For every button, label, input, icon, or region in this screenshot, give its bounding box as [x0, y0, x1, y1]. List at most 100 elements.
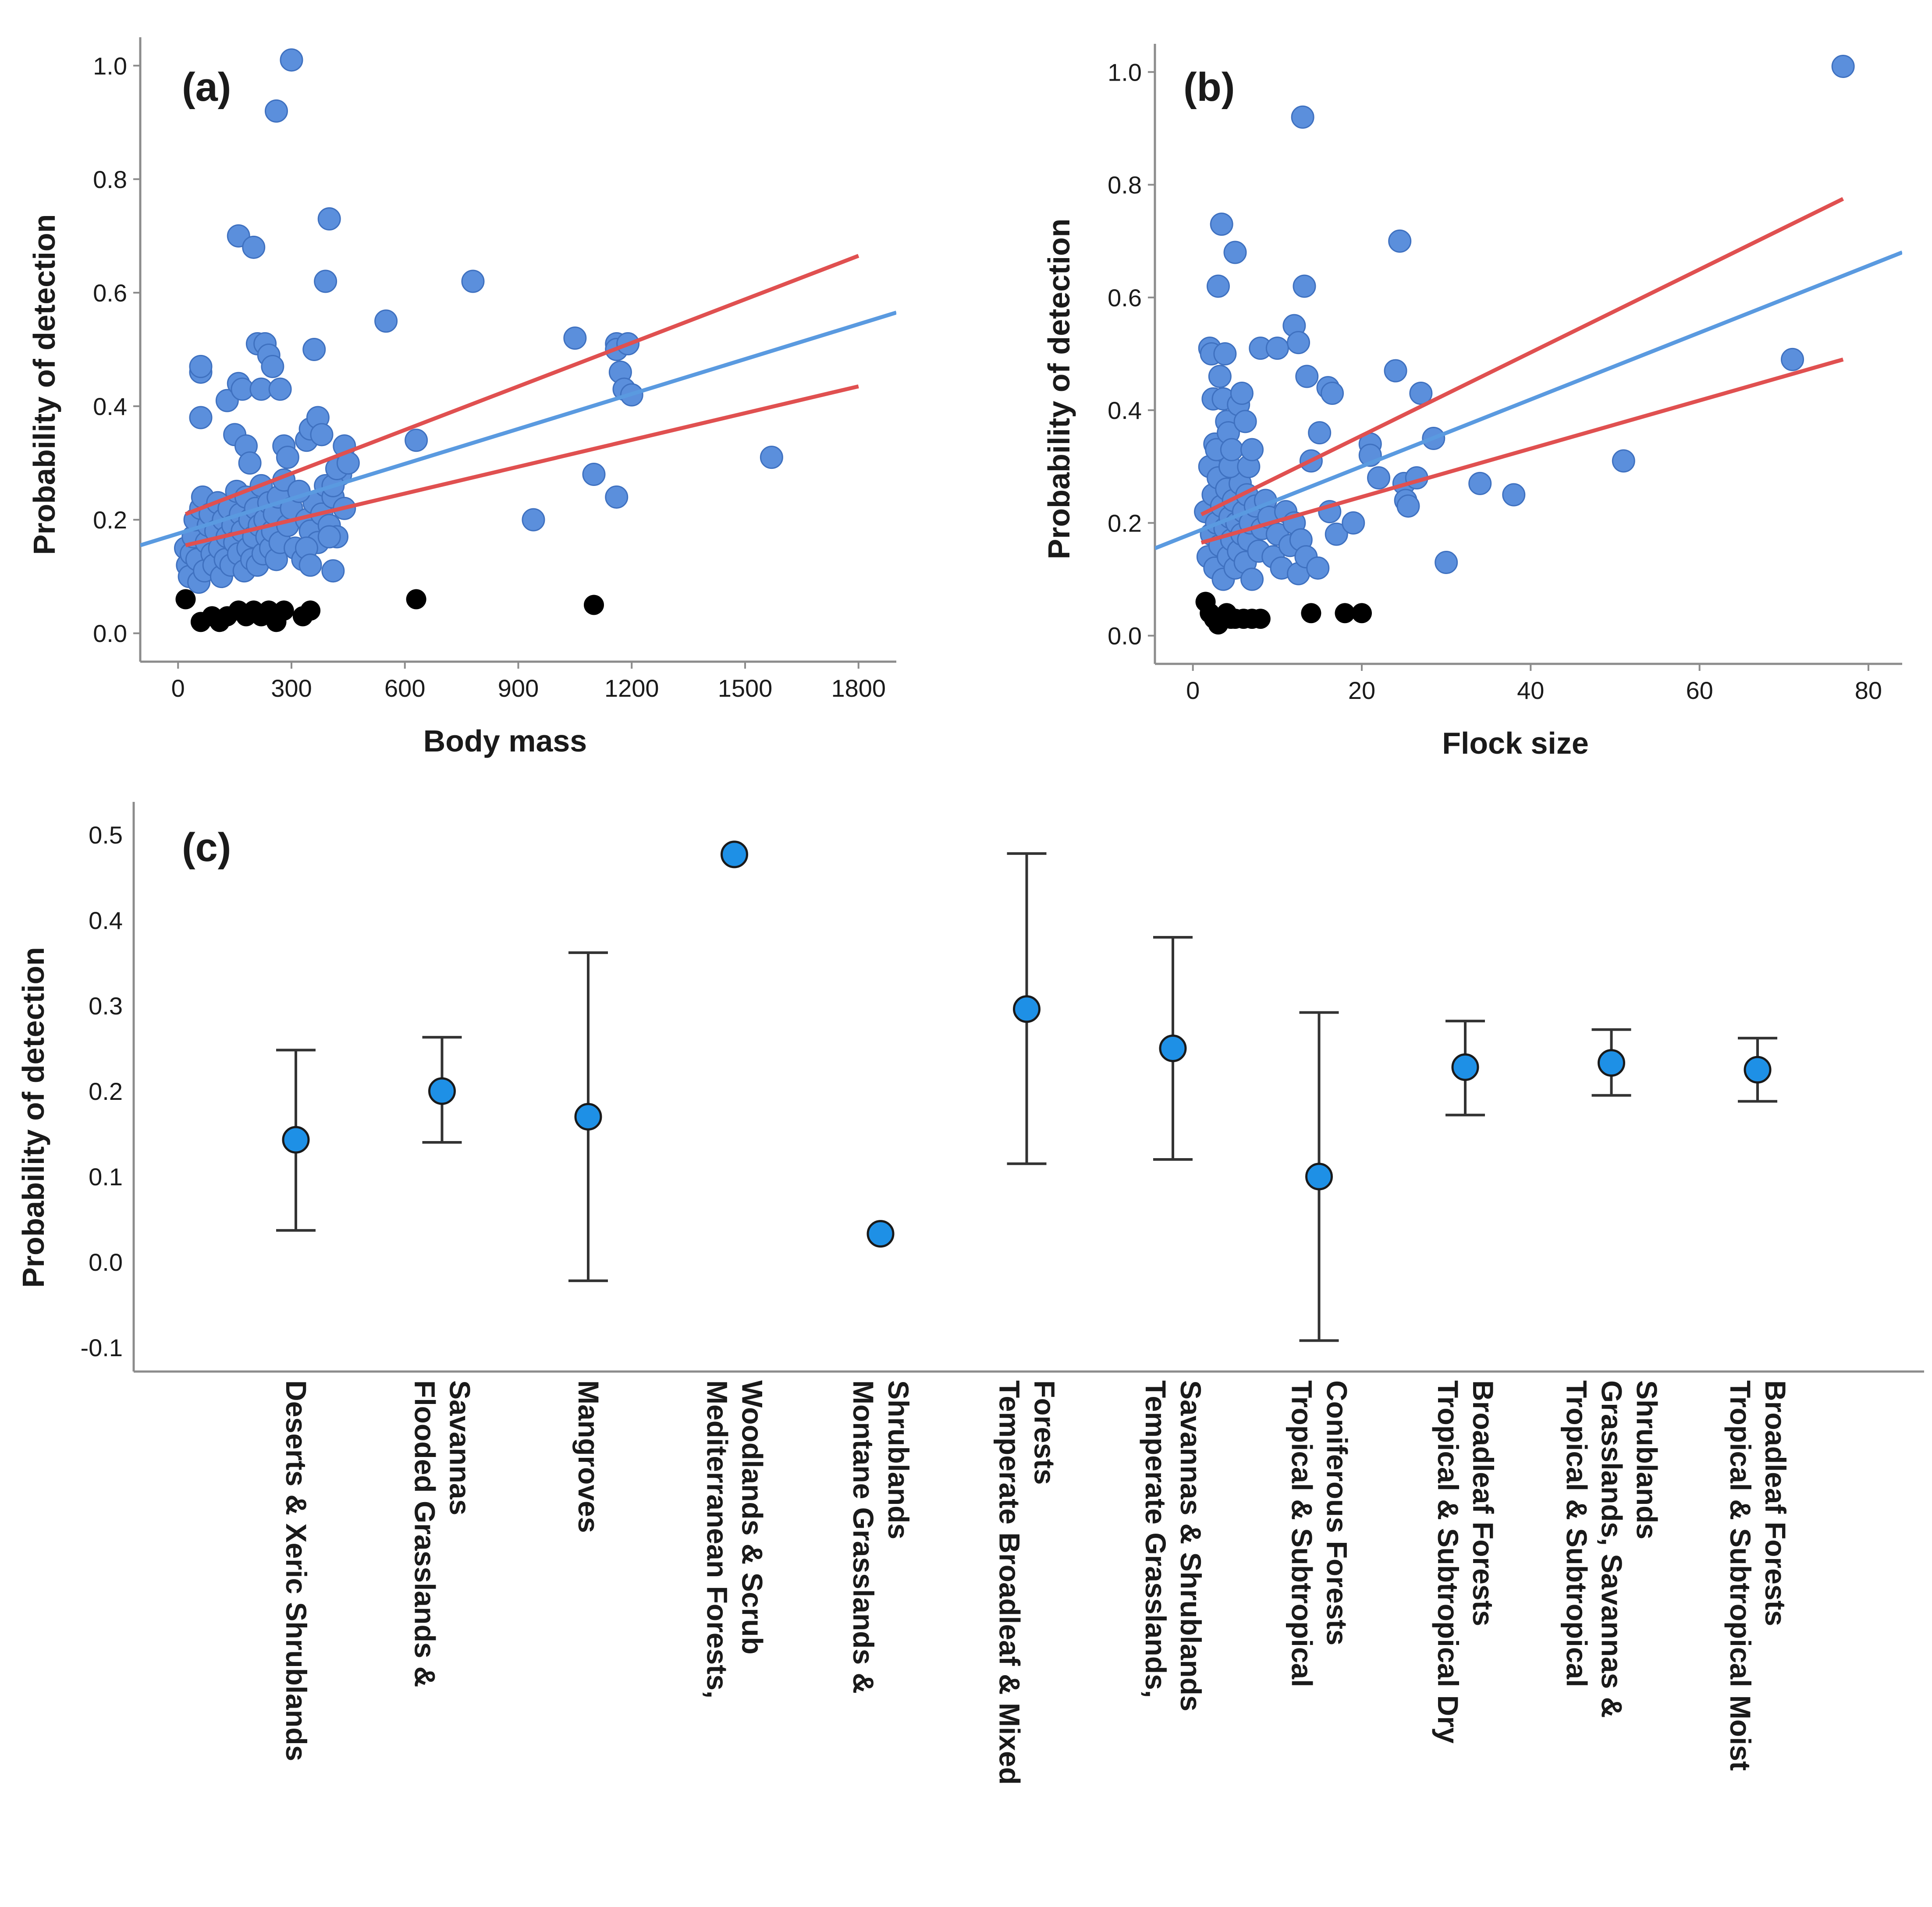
- data-point: [563, 326, 587, 350]
- zero-detection-point: [1250, 609, 1271, 629]
- category-label-line: Shrublands: [882, 1380, 915, 1539]
- data-point: [1325, 522, 1348, 546]
- data-point: [1435, 550, 1458, 574]
- y-tick-label: 0.4: [89, 907, 123, 934]
- y-tick-label: 0.1: [89, 1163, 123, 1191]
- x-tick-label: 60: [1686, 677, 1713, 704]
- x-tick-label: 1500: [718, 674, 773, 702]
- category-label-line: Temperate Grasslands,: [1140, 1380, 1172, 1698]
- mean-point: [1305, 1163, 1333, 1191]
- data-point: [1384, 359, 1407, 383]
- data-point: [261, 354, 284, 378]
- data-point: [1287, 331, 1310, 354]
- zero-detection-point: [584, 595, 604, 615]
- data-point: [1291, 105, 1314, 129]
- category-label-line: Mangroves: [572, 1380, 605, 1533]
- data-point: [1210, 213, 1233, 236]
- zero-detection-point: [273, 600, 294, 621]
- x-tick-label: 1200: [604, 674, 659, 702]
- category-label-line: Tropical & Subtropical: [1286, 1380, 1318, 1687]
- regression-line: [140, 310, 896, 547]
- data-point: [302, 338, 326, 361]
- x-tick-label: 600: [384, 674, 425, 702]
- category-label-line: Forests: [1029, 1380, 1061, 1485]
- y-tick-label: 0.2: [93, 506, 127, 534]
- category-label: Mangroves: [572, 1380, 605, 1533]
- data-point: [405, 429, 428, 452]
- data-point: [760, 446, 783, 469]
- data-point: [461, 269, 485, 293]
- x-tick-label: 80: [1855, 677, 1882, 704]
- data-point: [1213, 342, 1237, 365]
- panel-label: (a): [182, 65, 231, 110]
- y-tick-label: 1.0: [93, 52, 127, 80]
- data-point: [189, 354, 213, 378]
- panel-label: (b): [1183, 65, 1235, 110]
- category-label: Montane Grasslands &Shrublands: [847, 1380, 915, 1694]
- y-axis-title: Probability of detection: [1042, 219, 1076, 560]
- data-point: [374, 309, 398, 333]
- x-tick-label: 900: [498, 674, 539, 702]
- zero-detection-point: [175, 589, 196, 610]
- mean-point: [1159, 1035, 1187, 1062]
- data-point: [1831, 54, 1855, 78]
- y-tick-label: 0.8: [93, 166, 127, 193]
- fit-lines: [140, 254, 896, 547]
- panel-c: -0.1 0.0 0.1 0.2 0.3 0.4 0.5 Probability of det…: [16, 802, 1924, 1785]
- zero-detection-point: [1335, 603, 1355, 624]
- category-label: Temperate Broadleaf & MixedForests: [994, 1380, 1061, 1785]
- data-point: [280, 48, 303, 72]
- data-point: [1206, 274, 1230, 298]
- x-tick-label: 0: [1186, 677, 1200, 704]
- y-tick-label: 0.0: [89, 1248, 123, 1276]
- category-label-line: Montane Grasslands &: [847, 1380, 880, 1694]
- y-tick-label: 0.5: [89, 821, 123, 849]
- data-points: [1194, 54, 1855, 634]
- category-label-line: Tropical & Subtropical: [1561, 1380, 1593, 1687]
- mean-point: [574, 1103, 602, 1131]
- category-label-line: Grasslands, Savannas &: [1596, 1380, 1628, 1718]
- mean-point: [428, 1077, 456, 1105]
- data-point: [298, 553, 322, 577]
- data-point: [1396, 494, 1420, 518]
- category-label: Tropical & Subtropical MoistBroadleaf Fo…: [1724, 1380, 1792, 1771]
- ci-upper-line: [1200, 197, 1844, 517]
- category-label-line: Mediterranean Forests,: [701, 1380, 734, 1698]
- category-label: Tropical & Subtropical DryBroadleaf Fore…: [1432, 1380, 1499, 1744]
- data-point: [1230, 382, 1254, 405]
- zero-detection-point: [1301, 603, 1321, 624]
- data-point: [1220, 438, 1243, 461]
- zero-detection-point: [406, 589, 426, 610]
- data-point: [605, 485, 629, 509]
- mean-point: [282, 1126, 310, 1154]
- category-label-line: Broadleaf Forests: [1467, 1380, 1499, 1626]
- y-tick-label: 0.0: [1108, 622, 1142, 650]
- data-point: [310, 423, 334, 447]
- data-point: [1342, 511, 1365, 535]
- category-label-line: Shrublands: [1631, 1380, 1663, 1539]
- ci-upper-line: [185, 254, 859, 516]
- category-label-line: Temperate Broadleaf & Mixed: [994, 1380, 1026, 1785]
- data-point: [1233, 410, 1257, 433]
- mean-point: [1744, 1056, 1772, 1084]
- data-point: [189, 406, 213, 429]
- ci-lower-line: [1200, 358, 1844, 545]
- category-label: Flooded Grasslands &Savannas: [409, 1380, 476, 1687]
- mean-point: [867, 1220, 895, 1248]
- y-tick-label: 0.3: [89, 992, 123, 1020]
- y-tick-label: 0.4: [1108, 397, 1142, 424]
- x-axis-title: Flock size: [1442, 726, 1589, 760]
- x-tick-label: 20: [1348, 677, 1375, 704]
- y-tick-label: 0.0: [93, 620, 127, 647]
- category-label: Tropical & SubtropicalGrasslands, Savann…: [1561, 1380, 1663, 1718]
- category-label: Tropical & SubtropicalConiferous Forests: [1286, 1380, 1353, 1687]
- category-label-line: Tropical & Subtropical Moist: [1724, 1380, 1757, 1771]
- x-tick-label: 1800: [831, 674, 886, 702]
- zero-detection-point: [300, 600, 321, 621]
- data-point: [321, 559, 345, 583]
- y-tick-label: 0.8: [1108, 171, 1142, 199]
- category-label: Deserts & Xeric Shrublands: [280, 1380, 313, 1761]
- data-point: [314, 269, 337, 293]
- data-point: [1223, 241, 1247, 264]
